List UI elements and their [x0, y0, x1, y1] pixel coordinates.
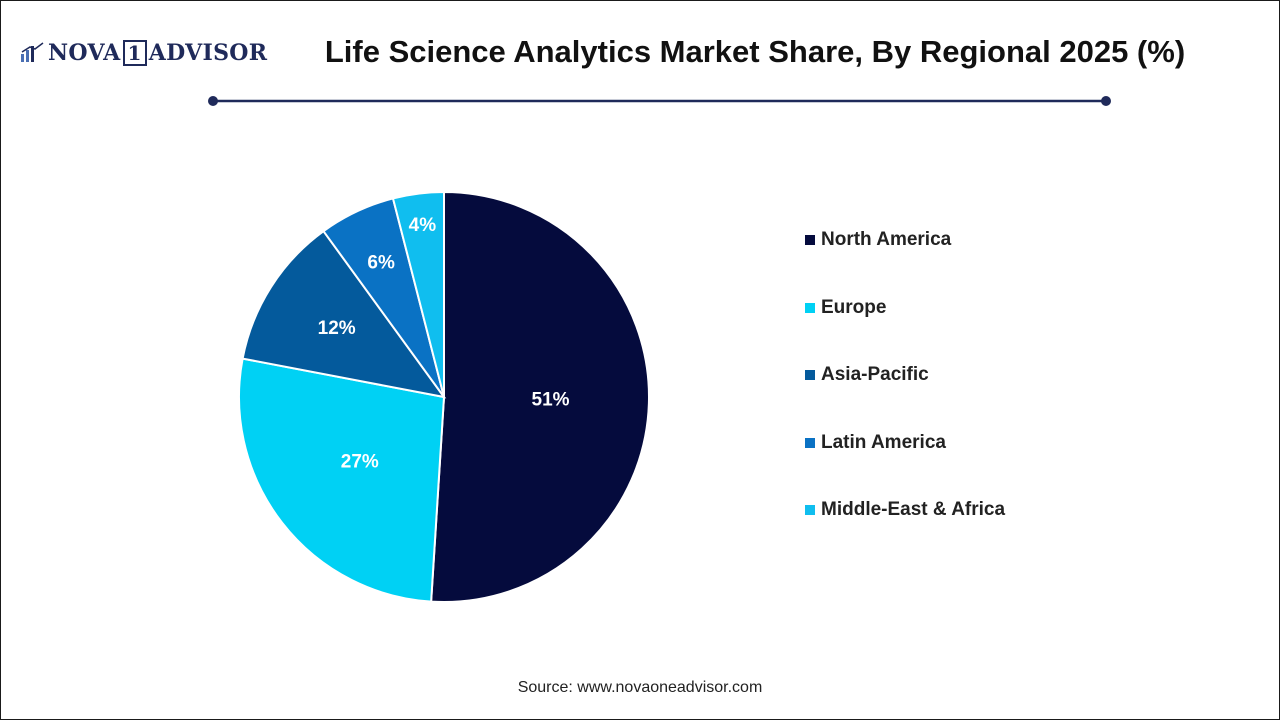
legend-item-europe: Europe — [805, 296, 1005, 320]
brand-logo: NOVA 1 ADVISOR — [20, 38, 267, 68]
logo-text-advisor: ADVISOR — [148, 40, 268, 66]
legend-item-north-america: North America — [805, 228, 1005, 252]
logo-bars-icon — [21, 42, 44, 62]
data-label-north-america: 51% — [532, 389, 570, 410]
legend-item-asia-pacific: Asia-Pacific — [805, 363, 1005, 387]
divider-right-dot — [1101, 96, 1111, 106]
logo-text-nova: NOVA — [48, 40, 121, 66]
logo-wordmark: NOVA 1 ADVISOR — [48, 40, 267, 66]
divider-left-dot — [208, 96, 218, 106]
data-label-middle-east-africa: 4% — [409, 215, 437, 236]
data-label-latin-america: 6% — [367, 252, 395, 273]
data-label-europe: 27% — [341, 451, 379, 472]
chart-title: Life Science Analytics Market Share, By … — [324, 34, 1186, 69]
legend-swatch-middle-east-africa — [805, 505, 815, 515]
legend-swatch-asia-pacific — [805, 370, 815, 380]
data-label-asia-pacific: 12% — [318, 318, 356, 339]
legend-label-latin-america: Latin America — [821, 431, 946, 453]
legend-label-asia-pacific: Asia-Pacific — [821, 364, 929, 385]
legend-swatch-latin-america — [805, 437, 815, 448]
pie-slice-europe — [238, 357, 446, 603]
legend-item-middle-east-africa: Middle-East & Africa — [805, 498, 1005, 522]
legend-item-latin-america: Latin America — [805, 431, 1005, 455]
legend-label-north-america: North America — [821, 229, 952, 250]
legend-label-middle-east-africa: Middle-East & Africa — [821, 499, 1006, 520]
pie-slice-asia-pacific — [241, 229, 447, 399]
logo-text-box: 1 — [122, 40, 147, 66]
source-note: Source: www.novaoneadvisor.com — [517, 679, 763, 696]
legend-label-europe: Europe — [821, 296, 887, 318]
legend: North America Europe Asia-Pacific Latin … — [805, 228, 1005, 566]
pie-slice-middle-east-africa — [391, 190, 445, 398]
legend-swatch-europe — [805, 302, 815, 313]
legend-swatch-north-america — [805, 235, 815, 245]
pie-slice-north-america — [430, 190, 650, 603]
